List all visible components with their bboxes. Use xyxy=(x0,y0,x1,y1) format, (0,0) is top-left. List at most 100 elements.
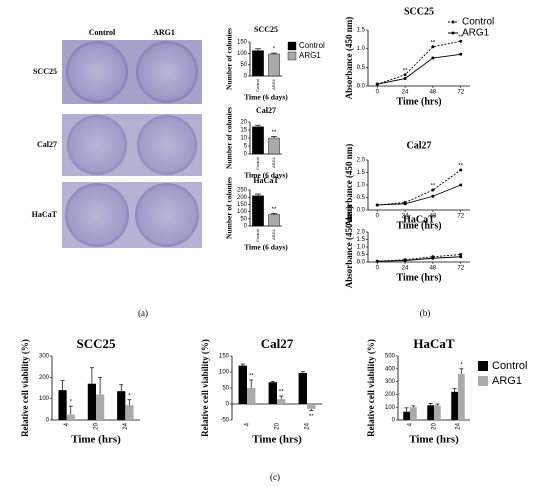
y-tick-label: 50 xyxy=(240,62,247,68)
dish xyxy=(135,183,199,247)
y-axis-label: Relative cell viability (%) xyxy=(366,339,376,437)
marker xyxy=(459,52,463,56)
y-tick-label: 15 xyxy=(240,128,247,134)
annotation: ** xyxy=(279,390,284,396)
y-tick-label: 50 xyxy=(222,386,229,392)
legend-swatch xyxy=(478,361,488,371)
y-tick-label: 0 xyxy=(392,418,396,424)
legend-swatch xyxy=(287,41,297,51)
chart: Cal27 0 5 10 15 20 Number of colonies Time (6 d… xyxy=(225,106,289,180)
y-tick-label: 0 xyxy=(226,402,230,408)
annotation: ** xyxy=(272,207,277,213)
bar xyxy=(252,126,264,155)
marker xyxy=(459,253,463,256)
y-tick-label: 0.0 xyxy=(357,84,366,90)
annotation: * xyxy=(128,393,131,399)
x-axis-label: Time (6 days) xyxy=(244,243,288,252)
marker xyxy=(375,203,379,207)
annotation: ** xyxy=(403,68,408,74)
plate-column: Control xyxy=(89,28,116,37)
annotation: ** xyxy=(431,40,436,46)
y-tick-label: 500 xyxy=(385,354,396,360)
x-tick-label: 20 xyxy=(94,422,100,429)
x-axis-label: Time (hrs) xyxy=(252,434,302,446)
bar xyxy=(252,50,264,77)
x-axis-label: Time (hrs) xyxy=(396,220,441,231)
marker xyxy=(403,73,407,77)
y-tick-label: 100 xyxy=(39,396,50,402)
y-tick-label: 20 xyxy=(240,120,247,126)
legend-label: ARG1 xyxy=(299,51,321,60)
bar xyxy=(451,391,458,420)
marker xyxy=(403,77,407,81)
y-tick-label: 100 xyxy=(237,51,248,57)
plate-column: ARG1 xyxy=(153,28,175,37)
marker xyxy=(459,255,463,259)
x-tick-label: 24 xyxy=(402,214,409,220)
bar xyxy=(238,365,247,404)
legend-swatch xyxy=(287,51,297,61)
x-tick-label: 72 xyxy=(457,214,464,220)
x-tick-label: 20 xyxy=(432,422,438,429)
panel-label: (c) xyxy=(270,472,280,482)
dish xyxy=(137,115,197,175)
line xyxy=(377,53,461,85)
x-tick-label: Control xyxy=(255,229,260,242)
chart-title: Cal27 xyxy=(256,106,276,115)
dish xyxy=(66,41,128,103)
x-tick-label: ARG1 xyxy=(271,228,276,240)
x-tick-label: 4 xyxy=(408,422,414,426)
bar xyxy=(277,399,286,404)
legend-label: ARG1 xyxy=(492,375,522,387)
y-tick-label: 0.5 xyxy=(357,252,366,258)
x-tick-label: 48 xyxy=(430,214,437,220)
chart: SCC25 0 100 200 300 Relative cell viability (… xyxy=(20,336,140,446)
bar xyxy=(117,391,126,420)
y-tick-label: 1.5 xyxy=(357,237,366,243)
chart-title: HaCaT xyxy=(253,176,279,185)
y-tick-label: 2.0 xyxy=(357,158,366,164)
bar xyxy=(87,383,96,420)
x-axis-label: Time (6 days) xyxy=(244,93,288,102)
y-tick-label: 1.0 xyxy=(357,46,366,52)
chart-title: Cal27 xyxy=(407,140,432,151)
bar xyxy=(410,407,417,420)
y-tick-label: 1.0 xyxy=(357,183,366,189)
bar xyxy=(268,137,280,155)
marker xyxy=(431,188,435,192)
y-tick-label: 150 xyxy=(237,40,248,46)
y-tick-label: 1.0 xyxy=(357,245,366,251)
y-tick-label: 0.5 xyxy=(357,65,366,71)
annotation: * xyxy=(460,362,463,368)
y-tick-label: 150 xyxy=(237,202,248,208)
marker xyxy=(459,168,463,172)
line xyxy=(377,256,461,262)
annotation: ** xyxy=(431,184,436,190)
y-tick-label: 1.5 xyxy=(357,170,366,176)
y-tick-label: 0.5 xyxy=(357,195,366,201)
marker xyxy=(403,202,407,206)
x-tick-label: Control xyxy=(255,79,260,92)
y-tick-label: 0.0 xyxy=(357,208,366,214)
y-tick-label: 200 xyxy=(39,375,50,381)
bar xyxy=(298,372,307,404)
annotation: * xyxy=(273,47,276,53)
y-tick-label: 300 xyxy=(39,354,50,360)
y-tick-label: 0 xyxy=(244,152,248,158)
x-axis-label: Time (hrs) xyxy=(71,434,121,446)
x-tick-label: ARG1 xyxy=(271,156,276,168)
x-tick-label: 20 xyxy=(275,422,281,429)
dish xyxy=(136,41,198,103)
chart: Cal27 -50 0 50 100 150 Relative cell viability… xyxy=(200,336,322,446)
chart: HaCaT 0 100 200 300 400 500 Relative cell viabi… xyxy=(366,336,527,446)
marker xyxy=(403,259,407,262)
x-tick-label: 0 xyxy=(376,214,380,220)
y-tick-label: 100 xyxy=(237,209,248,215)
marker xyxy=(375,259,379,263)
y-tick-label: 0 xyxy=(244,224,248,230)
y-tick-label: 2.0 xyxy=(357,230,366,236)
legend-label: Control xyxy=(462,17,494,28)
